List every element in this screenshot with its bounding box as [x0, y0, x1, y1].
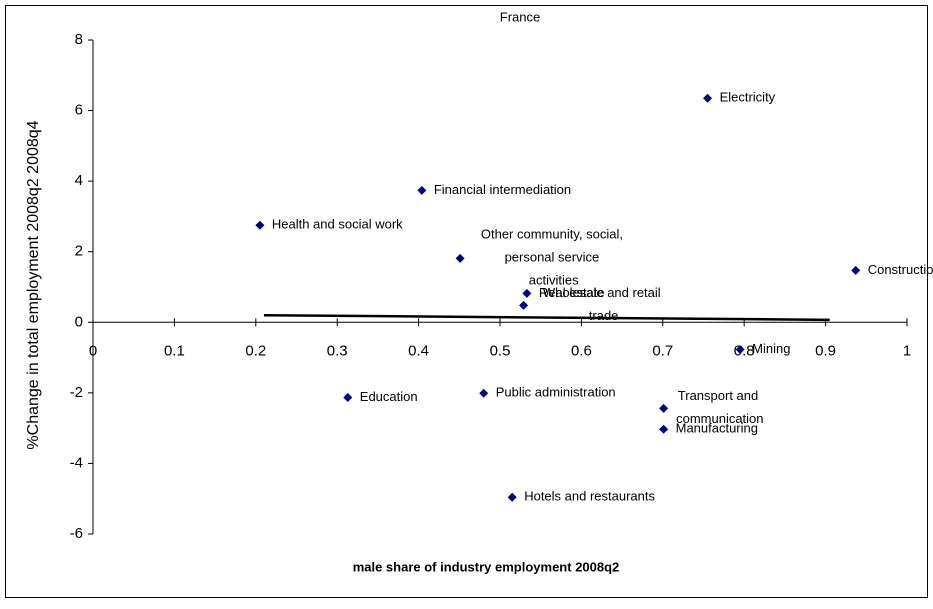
chart-title: France: [500, 9, 540, 24]
point: [522, 288, 532, 298]
x-tick-label: 0.6: [571, 342, 592, 359]
point-label: Financial intermediation: [434, 182, 571, 197]
point: [343, 392, 353, 402]
x-tick-label: 0.9: [815, 342, 836, 359]
point-label: Hotels and restaurants: [524, 489, 655, 504]
point-label: Health and social work: [272, 217, 403, 232]
point: [255, 220, 265, 230]
point-label: Education: [360, 389, 418, 404]
point-label: Electricity: [720, 90, 776, 105]
point: [703, 93, 713, 103]
y-axis-label: %Change in total employment 2008q2 2008q…: [25, 120, 42, 449]
x-tick-label: 0.5: [490, 342, 511, 359]
point-label: Construction: [868, 262, 933, 277]
point: [735, 344, 745, 354]
point: [417, 185, 427, 195]
x-tick-label: 0.2: [245, 342, 266, 359]
y-tick-label: 2: [75, 243, 83, 260]
point: [659, 403, 669, 413]
y-tick-label: 4: [75, 172, 83, 189]
point-label: Manufacturing: [676, 421, 758, 436]
point-label: Other community, social, personal servic…: [481, 227, 627, 288]
point: [659, 424, 669, 434]
x-tick-label: 0.3: [327, 342, 348, 359]
chart-border: [5, 5, 928, 598]
x-tick-label: 0.4: [408, 342, 429, 359]
point-label: Real estate: [539, 285, 605, 300]
point-label: Transport and communication: [676, 388, 763, 426]
point: [507, 492, 517, 502]
y-tick-label: -2: [70, 384, 83, 401]
point-label: Wholesale and retail trade: [543, 285, 664, 323]
y-tick-label: -6: [70, 525, 83, 542]
y-tick-label: 0: [75, 313, 83, 330]
x-tick-label: 1: [903, 342, 911, 359]
point-label: Mining: [752, 341, 790, 356]
point: [851, 265, 861, 275]
y-tick-label: -4: [70, 454, 83, 471]
point: [455, 253, 465, 263]
x-tick-label: 0: [89, 342, 97, 359]
point-label: Public administration: [496, 385, 616, 400]
point: [479, 388, 489, 398]
y-tick-label: 8: [75, 31, 83, 48]
trendline: [263, 313, 830, 322]
x-tick-label: 0.7: [652, 342, 673, 359]
x-axis-label: male share of industry employment 2008q2: [353, 559, 620, 574]
point: [519, 300, 529, 310]
x-tick-label: 0.1: [164, 342, 185, 359]
y-tick-label: 6: [75, 102, 83, 119]
